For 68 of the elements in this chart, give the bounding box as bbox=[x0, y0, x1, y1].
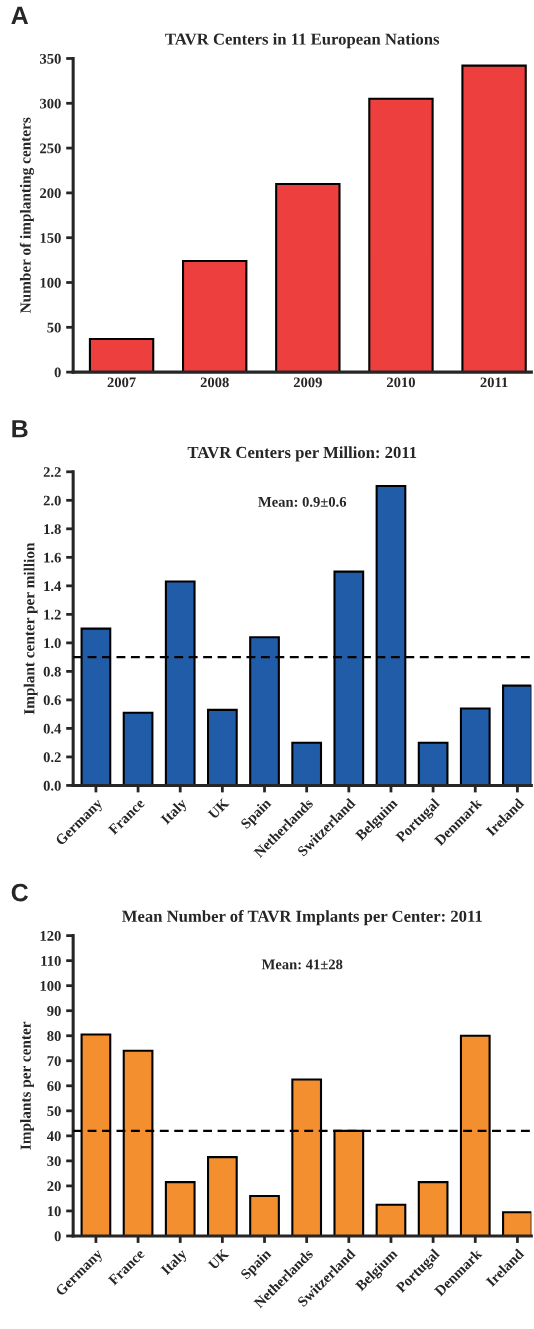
y-tick-label: 30 bbox=[47, 1156, 61, 1167]
y-axis-title: Implant center per million bbox=[23, 542, 38, 715]
y-tick-label: 20 bbox=[47, 1181, 61, 1192]
text: A bbox=[11, 6, 29, 25]
y-tick-label: 40 bbox=[46, 1131, 61, 1142]
y-tick-label: 110 bbox=[41, 956, 61, 966]
y-tick-label: 1.6 bbox=[44, 552, 61, 563]
bar bbox=[122, 711, 154, 786]
y-axis-title: Implants per center bbox=[20, 1021, 34, 1150]
chart-title: TAVR Centers in 11 European Nations bbox=[165, 33, 440, 49]
bar bbox=[275, 182, 341, 373]
y-tick-label: 50 bbox=[47, 1106, 61, 1117]
y-tick-label: 0.0 bbox=[43, 780, 61, 791]
y-tick-label: 50 bbox=[47, 322, 61, 333]
y-tick-label: 90 bbox=[47, 1006, 61, 1016]
bar bbox=[417, 1181, 449, 1236]
bar bbox=[461, 64, 527, 373]
x-tick-label: UK bbox=[207, 1248, 230, 1271]
y-tick-label: 100 bbox=[40, 981, 61, 991]
y-tick-label: 0.6 bbox=[43, 695, 61, 706]
y-tick-label: 0.2 bbox=[43, 752, 61, 763]
y-tick-label: 1.0 bbox=[44, 638, 61, 649]
bar bbox=[88, 337, 155, 373]
text: C bbox=[11, 883, 29, 902]
x-tick-label: 2011 bbox=[480, 377, 508, 388]
x-tick-label: 2008 bbox=[200, 377, 229, 388]
annotation: Mean: 0.9±0.6 bbox=[258, 496, 347, 507]
y-tick-label: 0 bbox=[54, 367, 61, 378]
bar bbox=[207, 1156, 238, 1236]
y-tick-label: 2.0 bbox=[43, 495, 61, 506]
y-tick-label: 2.2 bbox=[43, 467, 61, 478]
bar bbox=[368, 97, 434, 373]
y-tick-label: 0.4 bbox=[43, 723, 62, 734]
x-tick-label: UK bbox=[207, 797, 230, 820]
y-tick-label: 300 bbox=[40, 98, 61, 109]
bar bbox=[459, 707, 491, 786]
y-tick-label: 70 bbox=[47, 1056, 61, 1066]
y-tick-label: 80 bbox=[47, 1031, 61, 1041]
y-tick-label: 0 bbox=[54, 1231, 61, 1242]
bar bbox=[182, 259, 248, 373]
y-tick-label: 60 bbox=[47, 1081, 61, 1091]
annotation: Mean: 41±28 bbox=[261, 959, 343, 970]
y-tick-label: 0.8 bbox=[43, 666, 61, 677]
y-tick-label: 1.4 bbox=[44, 581, 62, 592]
y-tick-label: 1.2 bbox=[44, 609, 61, 620]
chart-title: TAVR Centers per Million: 2011 bbox=[187, 446, 417, 462]
bar bbox=[249, 1194, 280, 1236]
bar bbox=[164, 1181, 196, 1236]
bar bbox=[417, 741, 449, 786]
y-axis-title: Number of implanting centers bbox=[19, 117, 34, 314]
bar bbox=[502, 1211, 532, 1236]
bar bbox=[207, 708, 238, 786]
y-tick-label: 350 bbox=[40, 53, 61, 64]
y-tick-label: 100 bbox=[40, 277, 61, 288]
bar bbox=[375, 1203, 407, 1236]
x-tick-label: 2010 bbox=[386, 377, 415, 388]
bar bbox=[502, 684, 532, 786]
y-tick-label: 250 bbox=[40, 143, 61, 154]
bar bbox=[291, 741, 323, 786]
y-tick-label: 200 bbox=[40, 188, 61, 199]
chart-title: Mean Number of TAVR Implants per Center: 2011 bbox=[122, 909, 482, 926]
y-tick-label: 1.8 bbox=[44, 524, 61, 535]
x-tick-label: 2009 bbox=[293, 377, 322, 388]
y-tick-label: 10 bbox=[47, 1206, 61, 1217]
y-tick-label: 120 bbox=[40, 930, 61, 941]
y-tick-label: 150 bbox=[40, 233, 61, 243]
text: B bbox=[12, 420, 28, 438]
x-tick-label: 2007 bbox=[107, 377, 136, 388]
